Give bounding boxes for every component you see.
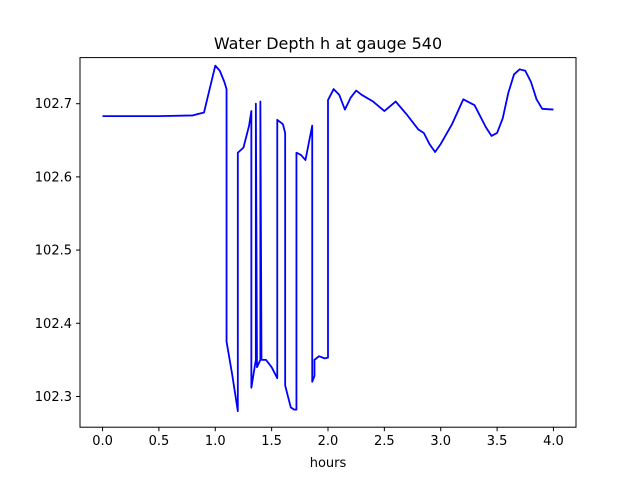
y-tick-label: 102.4 <box>35 317 72 332</box>
y-tick-label: 102.5 <box>35 244 72 259</box>
series-line-water-depth <box>102 64 554 412</box>
x-tick-label: 2.5 <box>374 434 395 449</box>
x-tick-label: 1.0 <box>205 434 226 449</box>
plot-frame <box>79 57 577 428</box>
y-axis: 102.3 102.4 102.5 102.6 102.7 <box>35 97 80 405</box>
x-tick-label: 3.5 <box>487 434 508 449</box>
x-tick-label: 2.0 <box>318 434 339 449</box>
y-tick-label: 102.6 <box>35 170 72 185</box>
x-axis-label: hours <box>310 456 347 471</box>
x-tick-label: 0.0 <box>92 434 113 449</box>
y-tick-label: 102.3 <box>35 390 72 405</box>
x-axis: 0.0 0.5 1.0 1.5 2.0 2.5 3.0 3.5 4.0 <box>92 427 564 449</box>
x-tick-label: 1.5 <box>261 434 282 449</box>
chart-title: Water Depth h at gauge 540 <box>214 34 442 53</box>
x-tick-label: 3.0 <box>430 434 451 449</box>
x-tick-label: 4.0 <box>543 434 564 449</box>
x-tick-label: 0.5 <box>149 434 170 449</box>
y-tick-label: 102.7 <box>35 97 72 112</box>
